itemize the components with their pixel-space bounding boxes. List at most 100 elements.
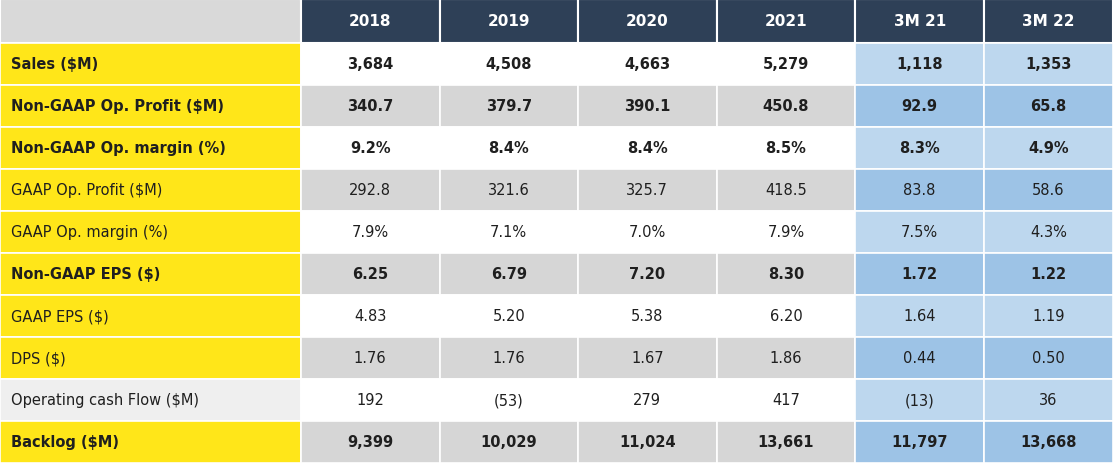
Bar [578,169,717,211]
Text: 65.8: 65.8 [1031,99,1066,114]
Bar [0,44,301,86]
Text: 6.79: 6.79 [491,267,526,282]
Text: 4.9%: 4.9% [1028,141,1068,156]
Text: (53): (53) [494,393,524,407]
Text: Sales ($M): Sales ($M) [11,57,98,72]
Text: 13,661: 13,661 [758,435,815,450]
Text: 0.50: 0.50 [1032,350,1065,366]
Bar [301,86,440,127]
Bar [855,0,984,44]
Bar [717,0,855,44]
Bar [440,169,578,211]
Text: 4,508: 4,508 [485,57,532,72]
Text: 11,797: 11,797 [892,435,948,450]
Bar [855,169,984,211]
Bar [578,337,717,379]
Text: 325.7: 325.7 [627,183,668,198]
Text: 9,399: 9,399 [347,435,393,450]
Bar [855,337,984,379]
Text: 1.19: 1.19 [1032,309,1065,324]
Text: 92.9: 92.9 [902,99,937,114]
Text: Non-GAAP Op. Profit ($M): Non-GAAP Op. Profit ($M) [11,99,224,114]
Bar [0,211,301,253]
Bar [578,0,717,44]
Bar [984,0,1113,44]
Text: DPS ($): DPS ($) [11,350,66,366]
Bar [855,253,984,295]
Text: 1.76: 1.76 [492,350,525,366]
Bar [0,253,301,295]
Text: 1.64: 1.64 [904,309,936,324]
Bar [578,86,717,127]
Bar [0,337,301,379]
Bar [301,295,440,337]
Bar [301,337,440,379]
Text: GAAP Op. Profit ($M): GAAP Op. Profit ($M) [11,183,162,198]
Bar [984,169,1113,211]
Bar [301,421,440,463]
Bar [717,379,855,421]
Text: 8.4%: 8.4% [627,141,668,156]
Text: 4.83: 4.83 [354,309,386,324]
Text: 450.8: 450.8 [762,99,809,114]
Bar [984,86,1113,127]
Bar [984,379,1113,421]
Text: 2018: 2018 [349,14,392,29]
Text: 192: 192 [356,393,384,407]
Text: 6.25: 6.25 [352,267,388,282]
Bar [578,295,717,337]
Bar [717,86,855,127]
Text: 36: 36 [1040,393,1057,407]
Text: 1.86: 1.86 [770,350,802,366]
Text: 2021: 2021 [765,14,807,29]
Text: 7.9%: 7.9% [767,225,805,240]
Text: 1.22: 1.22 [1031,267,1066,282]
Bar [301,253,440,295]
Bar [0,169,301,211]
Bar [301,169,440,211]
Text: 9.2%: 9.2% [349,141,391,156]
Text: 4,663: 4,663 [624,57,670,72]
Bar [440,337,578,379]
Bar [578,253,717,295]
Text: 418.5: 418.5 [765,183,807,198]
Bar [301,44,440,86]
Bar [0,127,301,169]
Text: 4.3%: 4.3% [1031,225,1067,240]
Bar [855,295,984,337]
Text: 11,024: 11,024 [619,435,676,450]
Bar [717,421,855,463]
Bar [440,379,578,421]
Text: 8.4%: 8.4% [489,141,529,156]
Text: 1.72: 1.72 [902,267,938,282]
Bar [717,295,855,337]
Text: Operating cash Flow ($M): Operating cash Flow ($M) [11,393,199,407]
Bar [855,421,984,463]
Text: GAAP EPS ($): GAAP EPS ($) [11,309,109,324]
Bar [440,0,578,44]
Text: 6.20: 6.20 [769,309,802,324]
Bar [301,379,440,421]
Bar [984,211,1113,253]
Text: 321.6: 321.6 [487,183,530,198]
Bar [301,127,440,169]
Text: 7.9%: 7.9% [352,225,388,240]
Bar [578,421,717,463]
Text: 5,279: 5,279 [762,57,809,72]
Text: 0.44: 0.44 [904,350,936,366]
Text: 379.7: 379.7 [485,99,532,114]
Bar [578,127,717,169]
Bar [440,253,578,295]
Bar [440,211,578,253]
Bar [984,421,1113,463]
Bar [578,379,717,421]
Text: 58.6: 58.6 [1032,183,1065,198]
Text: 292.8: 292.8 [349,183,392,198]
Bar [984,253,1113,295]
Bar [0,379,301,421]
Text: 7.20: 7.20 [629,267,666,282]
Text: 3M 22: 3M 22 [1023,14,1075,29]
Text: 8.3%: 8.3% [899,141,940,156]
Bar [855,211,984,253]
Text: 7.5%: 7.5% [902,225,938,240]
